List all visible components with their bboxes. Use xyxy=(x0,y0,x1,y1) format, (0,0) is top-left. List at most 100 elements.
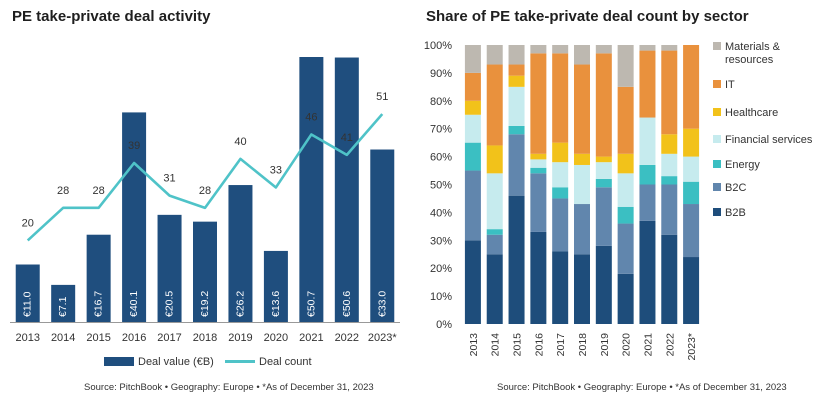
segment-b2c-2022 xyxy=(661,184,678,235)
segment-energy-2021 xyxy=(639,164,656,185)
segment-materials-resources-2022 xyxy=(661,45,678,51)
x-tick-2019: 2019 xyxy=(228,332,252,344)
segment-financial-services-2013 xyxy=(464,114,481,143)
segment-healthcare-2013 xyxy=(464,100,481,115)
segment-healthcare-2015 xyxy=(508,75,525,87)
segment-it-2023* xyxy=(683,45,700,129)
segment-b2c-2014 xyxy=(486,234,503,255)
segment-healthcare-2023* xyxy=(683,128,700,157)
segment-b2c-2015 xyxy=(508,134,525,196)
x-tick-2021: 2021 xyxy=(299,332,323,344)
segment-b2b-2018 xyxy=(574,254,590,324)
segment-b2b-2016 xyxy=(530,231,547,324)
x-tick-2019: 2019 xyxy=(599,333,611,357)
deal-count-line xyxy=(26,113,384,242)
segment-b2c-2018 xyxy=(574,204,590,255)
line-label-2014: 28 xyxy=(57,185,69,197)
bar-label-2015: €16.7 xyxy=(93,291,105,317)
segment-it-2014 xyxy=(486,64,503,146)
segment-energy-2023* xyxy=(683,181,700,205)
bar-label-2018: €19.2 xyxy=(199,291,211,317)
x-tick-2014: 2014 xyxy=(490,333,502,357)
legend-label-financial-services: Financial services xyxy=(725,134,813,146)
segment-energy-2013 xyxy=(464,142,481,171)
x-tick-2023*: 2023* xyxy=(368,332,397,344)
segment-financial-services-2016 xyxy=(530,159,547,168)
legend-swatch-b2b xyxy=(713,208,721,216)
legend-line-label: Deal count xyxy=(259,356,312,368)
bar-2022 xyxy=(334,57,359,323)
bar-label-2014: €7.1 xyxy=(57,296,69,317)
bar-label-2017: €20.5 xyxy=(164,291,176,317)
legend-label-materials-resources: Materials & xyxy=(725,41,781,53)
segment-healthcare-2014 xyxy=(486,145,503,174)
legend-label-b2b: B2B xyxy=(725,207,746,219)
line-label-2017: 31 xyxy=(163,173,175,185)
x-tick-2017: 2017 xyxy=(157,332,181,344)
segment-b2c-2016 xyxy=(530,173,547,232)
x-tick-2014: 2014 xyxy=(51,332,75,344)
sector-share-chart: 0% 10% 20% 30% 40% 50% 60% 70% 80% 90% 100% 2013 201… xyxy=(424,40,813,360)
x-tick-2023*: 2023* xyxy=(686,333,698,360)
segment-materials-resources-2016 xyxy=(530,45,547,54)
left-chart-source: Source: PitchBook • Geography: Europe • … xyxy=(84,382,374,393)
y-tick-50: 50% xyxy=(430,180,452,192)
segment-it-2013 xyxy=(464,72,481,101)
segment-it-2015 xyxy=(508,64,525,76)
x-tick-2020: 2020 xyxy=(264,332,288,344)
x-tick-2021: 2021 xyxy=(642,333,654,357)
segment-it-2022 xyxy=(661,50,678,135)
deal-activity-chart: €11.0 2013 €7.1 2014 €16.7 2015 €40.1 2016 €20.5… xyxy=(10,57,400,368)
segment-energy-2014 xyxy=(486,229,503,235)
legend-swatch-financial-services xyxy=(713,135,721,143)
legend-label-energy: Energy xyxy=(725,159,760,171)
line-label-2013: 20 xyxy=(22,217,34,229)
bar-2021 xyxy=(299,57,324,322)
segment-it-2017 xyxy=(552,53,569,143)
line-label-2018: 28 xyxy=(199,185,211,197)
y-tick-10: 10% xyxy=(430,291,452,303)
segment-it-2020 xyxy=(617,86,634,154)
segment-it-2016 xyxy=(530,53,547,154)
segment-healthcare-2022 xyxy=(661,134,678,154)
segment-financial-services-2020 xyxy=(617,173,634,207)
segment-energy-2022 xyxy=(661,176,678,185)
segment-materials-resources-2019 xyxy=(595,45,612,54)
segment-healthcare-2017 xyxy=(552,142,569,163)
segment-it-2019 xyxy=(595,53,612,157)
x-tick-2017: 2017 xyxy=(555,333,567,357)
legend-swatch-energy xyxy=(713,160,721,168)
segment-financial-services-2023* xyxy=(683,156,700,182)
line-label-2016: 39 xyxy=(128,140,140,152)
segment-financial-services-2019 xyxy=(595,162,612,179)
bar-label-2019: €26.2 xyxy=(234,291,246,317)
bar-2013 xyxy=(15,264,40,322)
segment-healthcare-2019 xyxy=(595,156,612,163)
y-tick-100: 100% xyxy=(424,40,452,52)
segment-energy-2017 xyxy=(552,187,569,199)
bar-2019 xyxy=(228,185,253,322)
bar-2020 xyxy=(263,250,288,322)
x-tick-2016: 2016 xyxy=(533,333,545,357)
bar-label-2022: €50.6 xyxy=(341,291,353,317)
x-tick-2022: 2022 xyxy=(664,333,676,357)
x-tick-2016: 2016 xyxy=(122,332,146,344)
segment-b2c-2023* xyxy=(683,204,700,258)
legend-swatch-it xyxy=(713,80,721,88)
legend-bar-label: Deal value (€B) xyxy=(138,356,214,368)
segment-energy-2020 xyxy=(617,206,634,224)
segment-healthcare-2016 xyxy=(530,153,547,160)
legend-bar-swatch xyxy=(104,357,134,366)
segment-financial-services-2021 xyxy=(639,117,656,165)
left-chart-title: PE take-private deal activity xyxy=(12,8,211,25)
line-label-2015: 28 xyxy=(93,185,105,197)
segment-energy-2019 xyxy=(595,178,612,188)
bar-2016 xyxy=(122,112,147,322)
segment-b2b-2022 xyxy=(661,234,678,324)
segment-b2b-2013 xyxy=(464,240,481,324)
segment-materials-resources-2013 xyxy=(464,45,481,73)
segment-energy-2015 xyxy=(508,125,525,135)
segment-materials-resources-2017 xyxy=(552,45,569,54)
y-tick-80: 80% xyxy=(430,96,452,108)
segment-b2b-2017 xyxy=(552,251,569,324)
